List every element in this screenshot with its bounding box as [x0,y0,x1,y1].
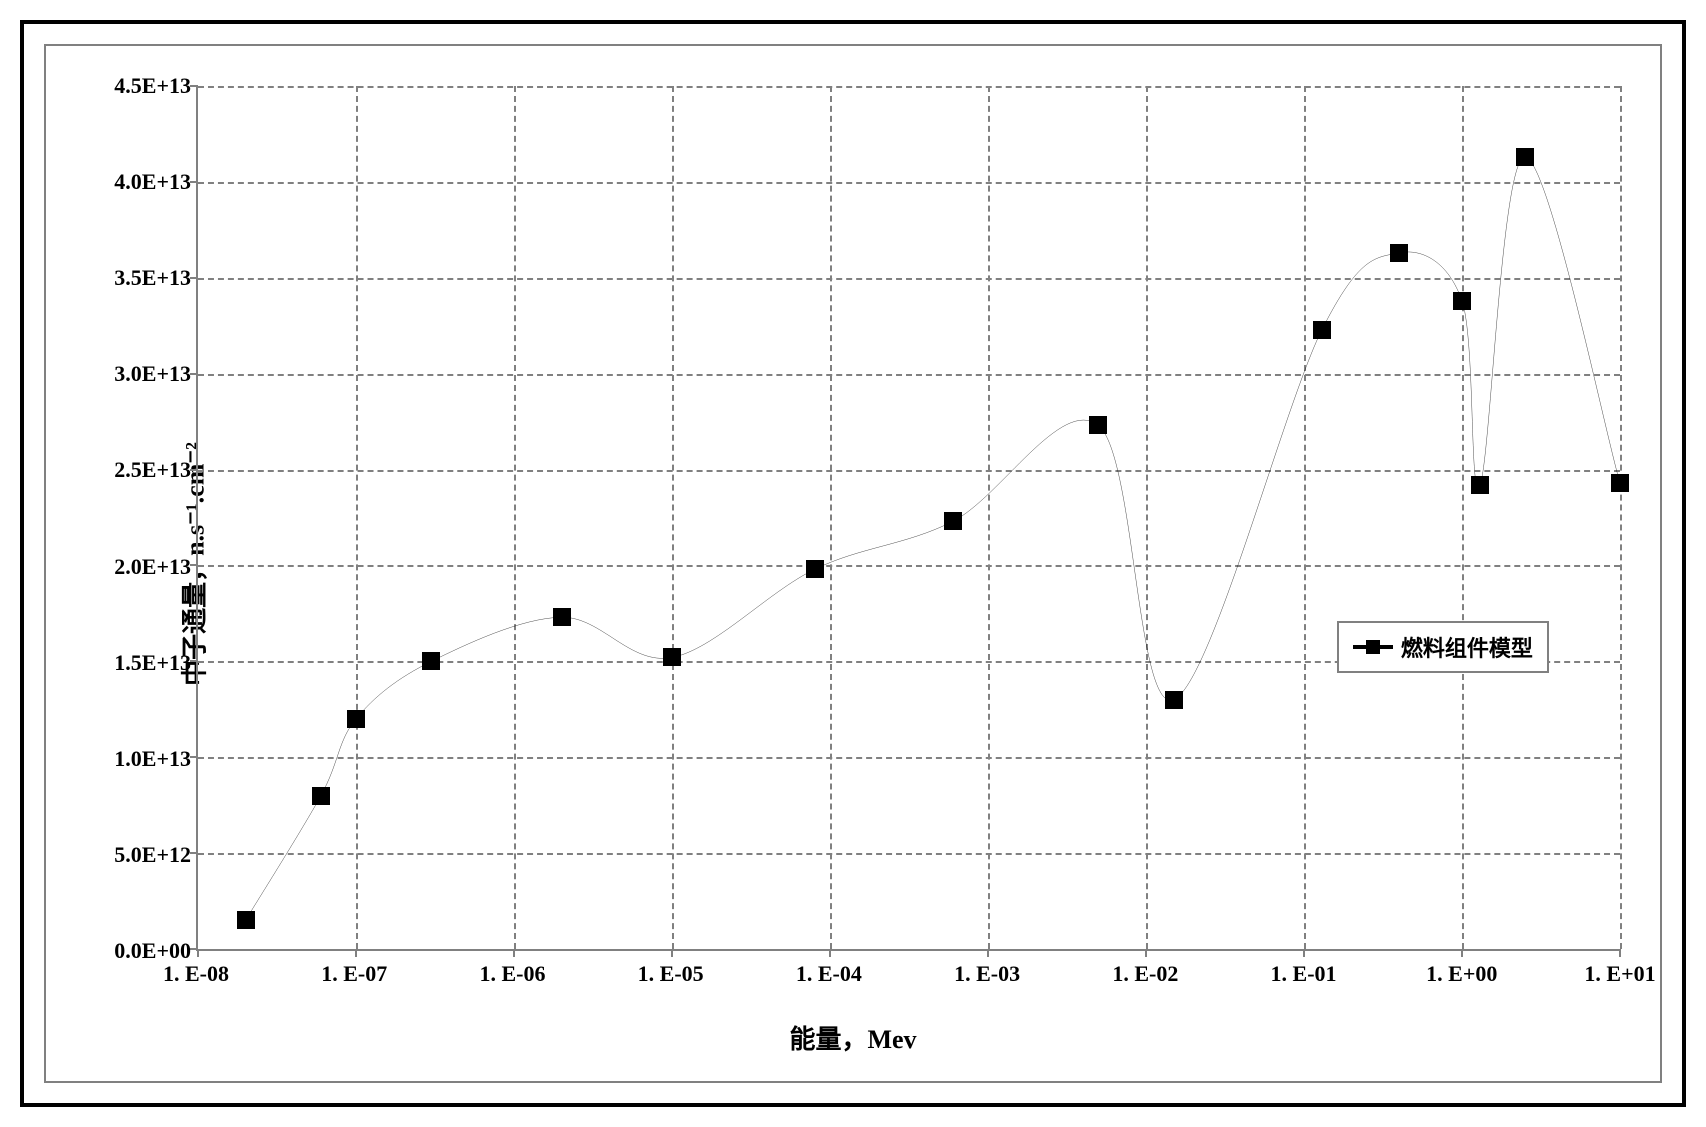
plot-area: 燃料组件模型 [196,86,1620,951]
legend-label: 燃料组件模型 [1401,631,1533,663]
data-marker [1089,416,1107,434]
x-tick-mark [197,949,199,957]
x-tick-mark [513,949,515,957]
y-tick-label: 4.0E+13 [114,169,191,195]
y-tick-label: 4.5E+13 [114,73,191,99]
data-marker [237,911,255,929]
x-tick-mark [671,949,673,957]
data-marker [1516,148,1534,166]
x-tick-label: 1. E+00 [1426,961,1497,987]
y-tick-mark [190,660,198,662]
legend: 燃料组件模型 [1337,621,1549,673]
x-tick-label: 1. E-07 [321,961,387,987]
y-tick-mark [190,756,198,758]
data-marker [347,710,365,728]
data-marker [553,608,571,626]
y-tick-mark [190,373,198,375]
data-marker [312,787,330,805]
data-marker [422,652,440,670]
grid-line-vertical [1620,86,1622,949]
y-tick-label: 5.0E+12 [114,842,191,868]
x-tick-label: 1. E-02 [1112,961,1178,987]
x-tick-label: 1. E-08 [163,961,229,987]
chart-inner-frame: 中子通量，n.s⁻¹.cm⁻² 能量，Mev 燃料组件模型 0.0E+005.0… [44,44,1662,1083]
y-tick-label: 1.5E+13 [114,650,191,676]
data-marker [1471,476,1489,494]
x-tick-mark [987,949,989,957]
data-marker [944,512,962,530]
y-tick-mark [190,181,198,183]
data-marker [1611,474,1629,492]
x-tick-label: 1. E-01 [1271,961,1337,987]
x-tick-label: 1. E+01 [1584,961,1655,987]
y-tick-mark [190,852,198,854]
y-tick-label: 1.0E+13 [114,746,191,772]
data-marker [1313,321,1331,339]
series-line [246,157,1620,920]
y-tick-label: 3.5E+13 [114,265,191,291]
y-tick-mark [190,277,198,279]
x-tick-label: 1. E-04 [796,961,862,987]
data-line-svg [198,86,1620,949]
y-tick-mark [190,85,198,87]
x-tick-label: 1. E-03 [954,961,1020,987]
data-marker [1165,691,1183,709]
y-tick-mark [190,469,198,471]
legend-marker-icon [1366,640,1380,654]
x-tick-mark [1619,949,1621,957]
x-tick-label: 1. E-05 [638,961,704,987]
data-marker [806,560,824,578]
x-tick-mark [1303,949,1305,957]
data-marker [1453,292,1471,310]
data-marker [1390,244,1408,262]
x-tick-mark [355,949,357,957]
x-tick-mark [1461,949,1463,957]
x-tick-mark [1145,949,1147,957]
x-tick-label: 1. E-06 [479,961,545,987]
y-tick-label: 2.0E+13 [114,554,191,580]
y-tick-mark [190,564,198,566]
legend-line-sample [1353,645,1393,649]
x-tick-mark [829,949,831,957]
y-tick-label: 2.5E+13 [114,457,191,483]
y-tick-label: 3.0E+13 [114,361,191,387]
chart-outer-frame: 中子通量，n.s⁻¹.cm⁻² 能量，Mev 燃料组件模型 0.0E+005.0… [20,20,1686,1107]
data-marker [663,648,681,666]
x-axis-title: 能量，Mev [789,1019,916,1056]
